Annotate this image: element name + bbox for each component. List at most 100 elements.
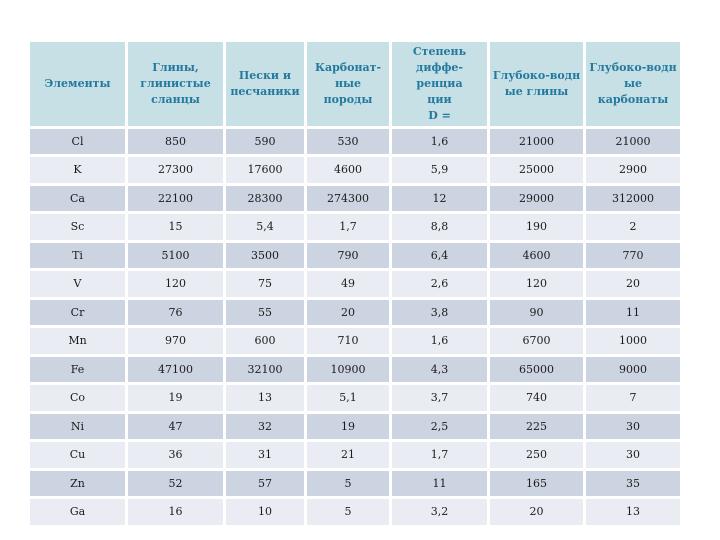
value-cell: 30: [586, 413, 680, 440]
table-header: Элементы Глины, глинистые сланцы Пески и…: [30, 42, 680, 126]
value-cell: 4600: [307, 157, 389, 183]
column-header-sands: Пески и песчаники: [226, 42, 304, 126]
value-cell: 25000: [490, 157, 583, 183]
value-cell: 600: [226, 328, 304, 354]
value-cell: 190: [490, 214, 583, 240]
table-row: Fe 47100 32100 10900 4,3 65000 9000: [30, 356, 680, 383]
table-row: Co 19 13 5,1 3,7 740 7: [30, 385, 680, 411]
value-cell: 120: [490, 271, 583, 297]
element-cell: Zn: [30, 470, 125, 497]
table-body: Cl 850 590 530 1,6 21000 21000 K 27300 17600 4600 5…: [30, 128, 680, 525]
value-cell: 36: [128, 442, 223, 468]
table-row: Ti 5100 3500 790 6,4 4600 770: [30, 242, 680, 269]
value-cell: 3,7: [392, 385, 487, 411]
value-cell: 8,8: [392, 214, 487, 240]
table-row: Mn 970 600 710 1,6 6700 1000: [30, 328, 680, 354]
value-cell: 5: [307, 499, 389, 525]
value-cell: 49: [307, 271, 389, 297]
value-cell: 90: [490, 299, 583, 326]
value-cell: 29000: [490, 185, 583, 212]
value-cell: 47: [128, 413, 223, 440]
value-cell: 10900: [307, 356, 389, 383]
value-cell: 710: [307, 328, 389, 354]
element-cell: Co: [30, 385, 125, 411]
value-cell: 590: [226, 128, 304, 155]
table-row: K 27300 17600 4600 5,9 25000 2900: [30, 157, 680, 183]
value-cell: 530: [307, 128, 389, 155]
value-cell: 3,8: [392, 299, 487, 326]
table-row: Sc 15 5,4 1,7 8,8 190 2: [30, 214, 680, 240]
column-header-differentiation: Степень диффе-ренциа ции D =: [392, 42, 487, 126]
table-row: Zn 52 57 5 11 165 35: [30, 470, 680, 497]
element-cell: Cu: [30, 442, 125, 468]
table-row: Ca 22100 28300 274300 12 29000 312000: [30, 185, 680, 212]
value-cell: 19: [128, 385, 223, 411]
column-header-elements: Элементы: [30, 42, 125, 126]
value-cell: 250: [490, 442, 583, 468]
value-cell: 4,3: [392, 356, 487, 383]
column-header-clays: Глины, глинистые сланцы: [128, 42, 223, 126]
value-cell: 6,4: [392, 242, 487, 269]
value-cell: 312000: [586, 185, 680, 212]
value-cell: 13: [586, 499, 680, 525]
value-cell: 274300: [307, 185, 389, 212]
value-cell: 5,9: [392, 157, 487, 183]
value-cell: 20: [586, 271, 680, 297]
table-row: Ga 16 10 5 3,2 20 13: [30, 499, 680, 525]
value-cell: 1,6: [392, 328, 487, 354]
value-cell: 740: [490, 385, 583, 411]
value-cell: 22100: [128, 185, 223, 212]
value-cell: 57: [226, 470, 304, 497]
value-cell: 30: [586, 442, 680, 468]
value-cell: 12: [392, 185, 487, 212]
value-cell: 15: [128, 214, 223, 240]
element-cell: Ti: [30, 242, 125, 269]
value-cell: 1,6: [392, 128, 487, 155]
value-cell: 790: [307, 242, 389, 269]
value-cell: 20: [490, 499, 583, 525]
value-cell: 55: [226, 299, 304, 326]
value-cell: 5,4: [226, 214, 304, 240]
value-cell: 35: [586, 470, 680, 497]
element-cell: V: [30, 271, 125, 297]
value-cell: 75: [226, 271, 304, 297]
value-cell: 2,5: [392, 413, 487, 440]
value-cell: 11: [586, 299, 680, 326]
column-header-deepwater-carbonates: Глубоко-водн ые карбонаты: [586, 42, 680, 126]
value-cell: 20: [307, 299, 389, 326]
value-cell: 6700: [490, 328, 583, 354]
value-cell: 1,7: [307, 214, 389, 240]
element-cell: Sc: [30, 214, 125, 240]
value-cell: 31: [226, 442, 304, 468]
element-cell: Cr: [30, 299, 125, 326]
value-cell: 65000: [490, 356, 583, 383]
value-cell: 3500: [226, 242, 304, 269]
table-row: V 120 75 49 2,6 120 20: [30, 271, 680, 297]
value-cell: 16: [128, 499, 223, 525]
column-header-deepwater-clays: Глубоко-водн ые глины: [490, 42, 583, 126]
value-cell: 850: [128, 128, 223, 155]
value-cell: 5100: [128, 242, 223, 269]
value-cell: 19: [307, 413, 389, 440]
value-cell: 3,2: [392, 499, 487, 525]
element-cell: Ga: [30, 499, 125, 525]
value-cell: 2900: [586, 157, 680, 183]
element-cell: Fe: [30, 356, 125, 383]
value-cell: 32100: [226, 356, 304, 383]
element-cell: Mn: [30, 328, 125, 354]
value-cell: 11: [392, 470, 487, 497]
value-cell: 76: [128, 299, 223, 326]
value-cell: 970: [128, 328, 223, 354]
table-row: Cl 850 590 530 1,6 21000 21000: [30, 128, 680, 155]
element-cell: K: [30, 157, 125, 183]
value-cell: 1,7: [392, 442, 487, 468]
value-cell: 770: [586, 242, 680, 269]
value-cell: 5,1: [307, 385, 389, 411]
value-cell: 52: [128, 470, 223, 497]
value-cell: 2: [586, 214, 680, 240]
value-cell: 28300: [226, 185, 304, 212]
value-cell: 165: [490, 470, 583, 497]
table-row: Cr 76 55 20 3,8 90 11: [30, 299, 680, 326]
table-row: Cu 36 31 21 1,7 250 30: [30, 442, 680, 468]
